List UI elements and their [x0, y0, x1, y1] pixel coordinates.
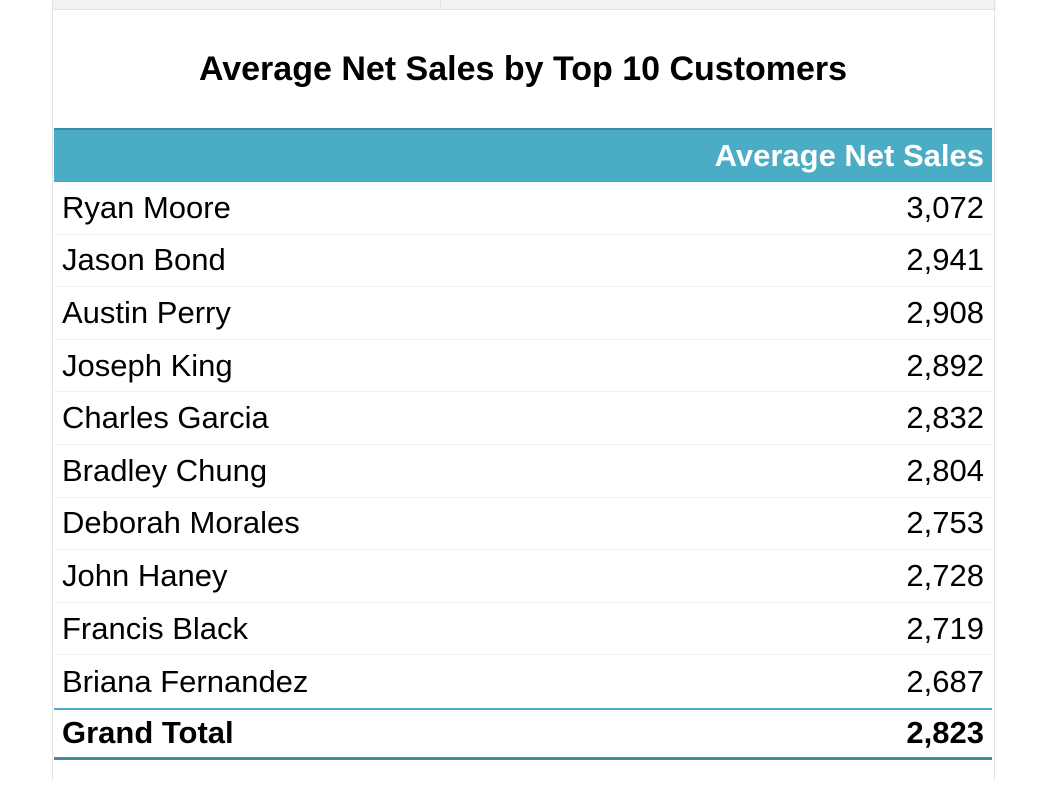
pivot-table[interactable]: Average Net Sales Ryan Moore 3,072 Jason… — [54, 128, 992, 760]
average-net-sales-value: 2,719 — [906, 610, 984, 646]
average-net-sales-value: 2,728 — [906, 557, 984, 593]
title-cell[interactable]: Average Net Sales by Top 10 Customers — [53, 10, 993, 128]
sheet-gridline-mid — [440, 0, 441, 10]
table-row[interactable]: Austin Perry 2,908 — [54, 287, 992, 340]
customer-name: John Haney — [62, 557, 228, 593]
grand-total-row[interactable]: Grand Total 2,823 — [54, 707, 992, 760]
average-net-sales-value: 2,753 — [906, 505, 984, 541]
customer-name: Bradley Chung — [62, 452, 268, 488]
customer-name: Austin Perry — [62, 294, 231, 330]
pivot-rows: Ryan Moore 3,072 Jason Bond 2,941 Austin… — [54, 182, 992, 708]
customer-name: Charles Garcia — [62, 400, 269, 436]
table-row[interactable]: Jason Bond 2,941 — [54, 235, 992, 288]
customer-name: Francis Black — [62, 610, 249, 646]
average-net-sales-value: 2,832 — [906, 400, 984, 436]
sheet-gridline-right — [994, 0, 995, 780]
average-net-sales-value: 2,687 — [906, 663, 984, 699]
customer-name: Joseph King — [62, 347, 233, 383]
customer-name: Jason Bond — [62, 242, 226, 278]
table-row[interactable]: Joseph King 2,892 — [54, 340, 992, 393]
grand-total-value: 2,823 — [906, 715, 984, 751]
report-title: Average Net Sales by Top 10 Customers — [198, 49, 848, 88]
average-net-sales-value: 2,908 — [906, 294, 984, 330]
table-row[interactable]: Charles Garcia 2,832 — [54, 392, 992, 445]
average-net-sales-value: 2,804 — [906, 452, 984, 488]
table-row[interactable]: John Haney 2,728 — [54, 550, 992, 603]
sheet-gridline-top — [52, 0, 996, 10]
sheet-gridline-left — [52, 0, 53, 780]
average-net-sales-value: 3,072 — [906, 189, 984, 225]
table-row[interactable]: Ryan Moore 3,072 — [54, 182, 992, 235]
pivot-header-row[interactable]: Average Net Sales — [54, 128, 992, 182]
average-net-sales-value: 2,941 — [906, 242, 984, 278]
table-row[interactable]: Francis Black 2,719 — [54, 603, 992, 656]
table-row[interactable]: Briana Fernandez 2,687 — [54, 655, 992, 708]
value-column-header: Average Net Sales — [714, 138, 984, 173]
average-net-sales-value: 2,892 — [906, 347, 984, 383]
customer-name: Briana Fernandez — [62, 663, 309, 699]
table-row[interactable]: Bradley Chung 2,804 — [54, 445, 992, 498]
customer-name: Deborah Morales — [62, 505, 300, 541]
customer-name: Ryan Moore — [62, 189, 231, 225]
table-row[interactable]: Deborah Morales 2,753 — [54, 498, 992, 551]
grand-total-label: Grand Total — [62, 715, 234, 751]
